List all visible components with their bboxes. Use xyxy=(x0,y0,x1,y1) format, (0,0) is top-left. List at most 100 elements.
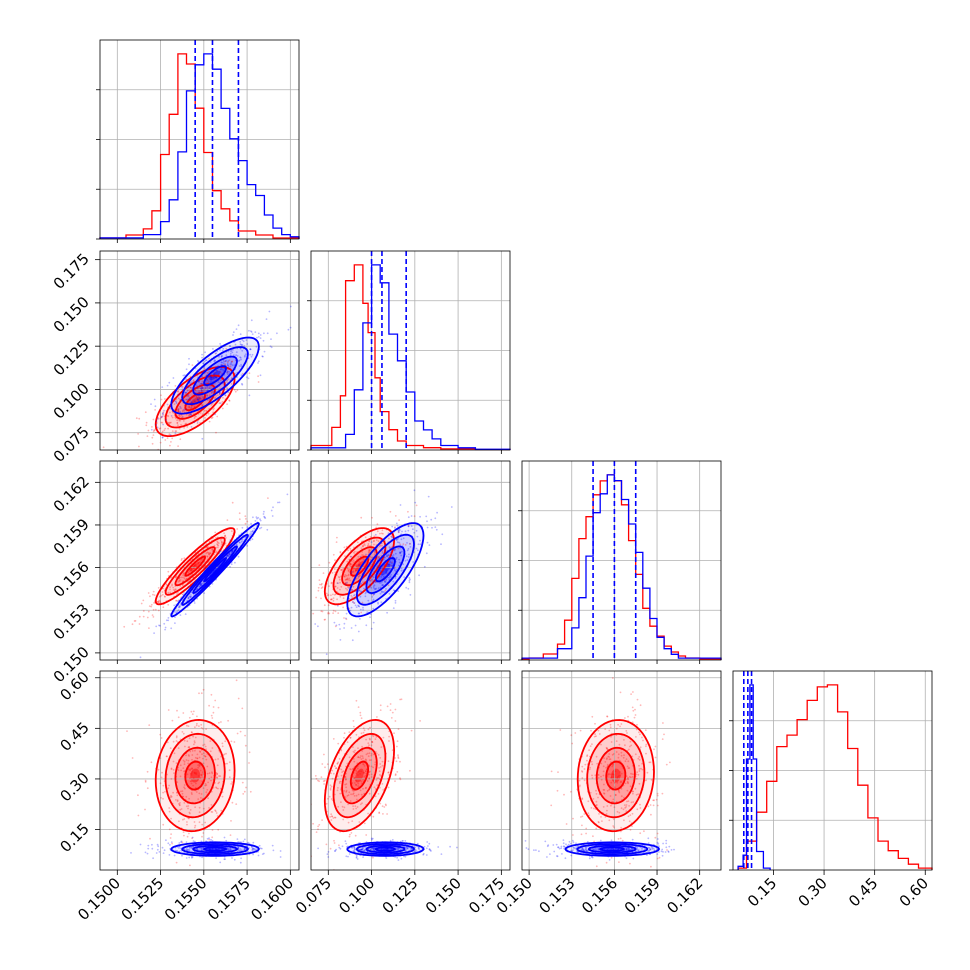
red-sample-point xyxy=(388,740,390,742)
blue-sample-point xyxy=(394,548,397,550)
red-sample-point xyxy=(397,754,399,757)
red-sample-point xyxy=(624,717,626,719)
blue-sample-point xyxy=(222,383,225,385)
red-sample-point xyxy=(379,757,382,759)
red-sample-point xyxy=(635,736,637,738)
red-sample-point xyxy=(658,856,661,859)
red-sample-point xyxy=(197,766,200,769)
red-sample-point xyxy=(312,612,315,615)
red-density-fill xyxy=(596,747,635,804)
blue-sample-point xyxy=(599,839,602,842)
red-sample-point xyxy=(218,721,220,724)
blue-sample-point xyxy=(440,543,442,546)
red-sample-point xyxy=(231,801,234,804)
red-sample-point xyxy=(361,802,363,805)
blue-sample-point xyxy=(426,841,429,843)
red-sample-point xyxy=(362,778,364,781)
red-sample-point xyxy=(648,761,651,764)
red-sample-point xyxy=(593,735,596,738)
red-sample-point xyxy=(378,770,381,773)
blue-sample-point xyxy=(209,398,212,400)
red-sample-point xyxy=(235,679,238,682)
red-sample-point xyxy=(206,551,209,554)
blue-sample-point xyxy=(225,354,228,356)
red-sample-point xyxy=(217,758,220,760)
blue-sample-point xyxy=(278,501,281,504)
blue-sample-point xyxy=(404,855,407,858)
blue-sample-point xyxy=(387,532,390,534)
red-sample-point xyxy=(630,772,632,775)
blue-sample-point xyxy=(227,370,230,373)
red-sample-point xyxy=(213,544,216,547)
red-sample-point xyxy=(608,819,611,822)
red-sample-point xyxy=(617,753,620,756)
red-sample-point xyxy=(189,812,191,815)
blue-sample-point xyxy=(350,606,353,609)
red-sample-point xyxy=(606,763,609,766)
red-sample-point xyxy=(134,620,137,622)
red-sample-point xyxy=(154,409,157,411)
blue-sample-point xyxy=(401,840,404,842)
red-sample-point xyxy=(171,416,174,419)
blue-sample-point xyxy=(428,848,431,851)
blue-sample-point xyxy=(253,527,256,530)
blue-sample-point xyxy=(390,536,393,538)
red-sample-point xyxy=(147,592,150,594)
red-sample-point xyxy=(213,371,216,374)
red-sample-point xyxy=(390,535,393,538)
blue-sample-point xyxy=(380,591,383,594)
red-sample-point xyxy=(628,748,630,751)
red-sample-point xyxy=(180,416,183,419)
red-sample-point xyxy=(360,780,362,783)
blue-sample-point xyxy=(380,601,383,603)
blue-sample-point xyxy=(251,333,254,335)
red-sample-point xyxy=(231,781,234,783)
red-sample-point xyxy=(383,806,386,808)
red-sample-point xyxy=(165,583,168,585)
blue-sample-point xyxy=(360,848,363,851)
blue-sample-point xyxy=(177,606,180,609)
blue-sample-point xyxy=(272,506,274,509)
blue-sample-point xyxy=(359,608,362,611)
blue-sample-point xyxy=(289,305,292,308)
red-sample-point xyxy=(591,777,594,779)
blue-sample-point xyxy=(268,310,271,313)
red-sample-point xyxy=(192,380,195,383)
red-sample-point xyxy=(563,793,565,796)
red-sample-point xyxy=(379,786,381,789)
red-sample-point xyxy=(216,415,219,418)
blue-sample-point xyxy=(167,617,170,619)
blue-sample-point xyxy=(187,597,190,599)
blue-sample-point xyxy=(390,551,392,554)
red-sample-point xyxy=(632,790,634,793)
red-sample-point xyxy=(152,430,155,433)
blue-sample-point xyxy=(360,849,362,852)
red-sample-point xyxy=(656,792,659,795)
red-sample-point xyxy=(202,773,205,775)
blue-sample-point xyxy=(218,552,221,555)
blue-density-fill xyxy=(203,556,228,583)
red-sample-point xyxy=(191,837,194,840)
red-sample-point xyxy=(194,415,196,418)
red-sample-point xyxy=(157,768,160,771)
blue-sample-point xyxy=(217,848,220,851)
blue-sample-point xyxy=(369,848,372,851)
red-sample-point xyxy=(220,540,223,543)
blue-sample-point xyxy=(345,846,348,848)
red-sample-point xyxy=(339,792,342,795)
blue-sample-point xyxy=(210,392,213,395)
red-sample-point xyxy=(360,547,363,549)
blue-sample-point xyxy=(193,400,196,403)
blue-sample-point xyxy=(185,857,188,859)
blue-sample-point xyxy=(636,847,638,850)
red-sample-point xyxy=(186,821,188,823)
red-sample-point xyxy=(624,744,626,747)
blue-sample-point xyxy=(406,847,409,849)
red-sample-point xyxy=(216,543,219,545)
red-sample-point xyxy=(160,797,162,799)
blue-sample-point xyxy=(192,594,195,596)
red-sample-point xyxy=(346,567,349,570)
red-sample-point xyxy=(585,827,588,830)
red-sample-point xyxy=(248,751,251,754)
red-sample-point xyxy=(390,717,393,719)
